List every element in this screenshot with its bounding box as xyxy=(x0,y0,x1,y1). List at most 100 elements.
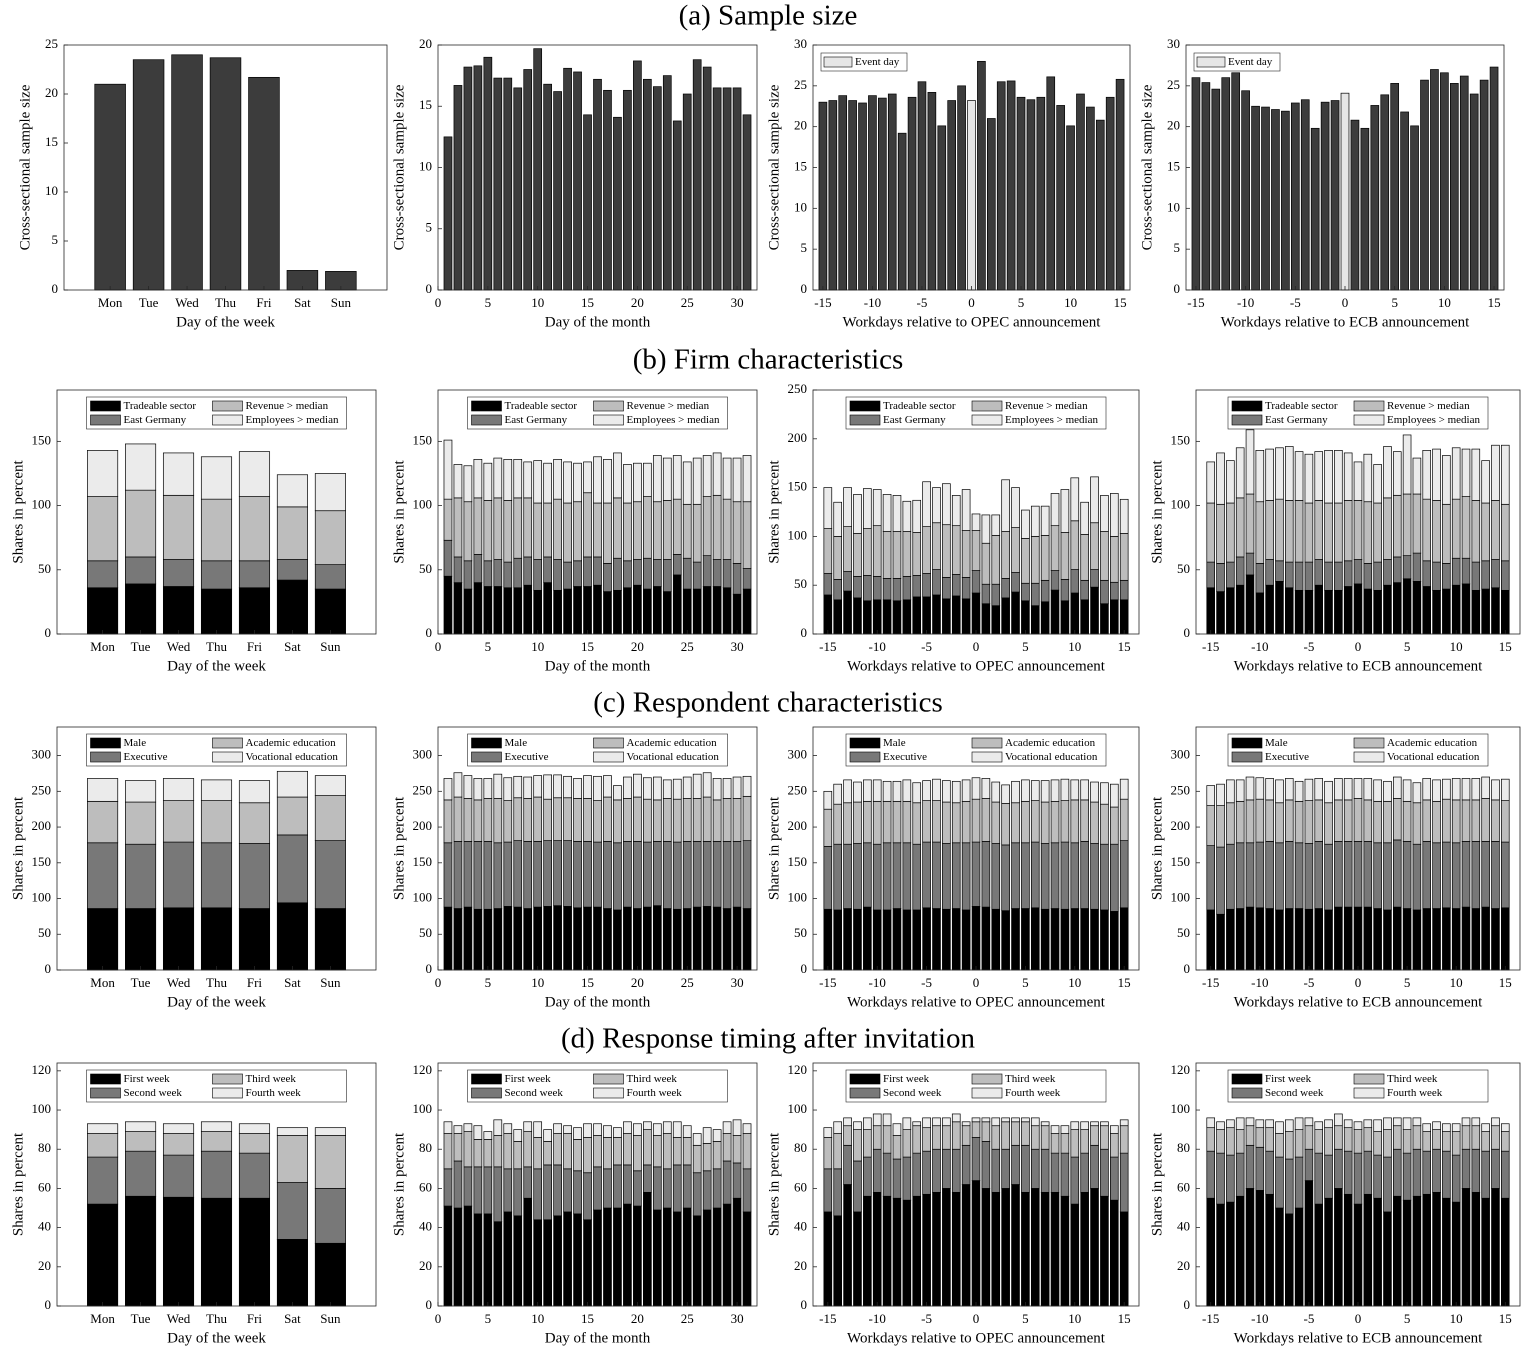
bar-segment xyxy=(603,1137,612,1170)
bar-segment xyxy=(513,1168,523,1217)
legend-label: Male xyxy=(505,737,528,749)
x-axis-title: Workdays relative to ECB announcement xyxy=(1234,1330,1484,1346)
bar-segment xyxy=(1011,591,1020,635)
bar-segment xyxy=(1373,1197,1382,1307)
bar-segment xyxy=(932,594,941,635)
bar-segment xyxy=(200,1121,233,1132)
bar-segment xyxy=(1235,584,1245,635)
bar-segment xyxy=(1383,559,1392,586)
x-tick-label: 10 xyxy=(1068,975,1081,990)
bar-segment xyxy=(623,841,632,908)
bar-segment xyxy=(1090,1121,1099,1127)
bar-segment xyxy=(951,908,961,971)
bar-segment xyxy=(1314,799,1324,842)
bar-segment xyxy=(991,535,1001,585)
x-tick-label: -15 xyxy=(1202,975,1219,990)
bar-segment xyxy=(1050,1133,1060,1154)
bar-segment xyxy=(853,1121,862,1130)
bar-segment xyxy=(503,1168,513,1213)
bar-segment xyxy=(1235,497,1245,558)
legend-swatch xyxy=(593,414,624,426)
bar-segment xyxy=(593,556,602,586)
bar-segment xyxy=(1451,1131,1461,1156)
bar-segment xyxy=(1284,587,1294,635)
bar-segment xyxy=(533,589,543,635)
bar xyxy=(1459,75,1469,291)
bar-segment xyxy=(643,777,652,800)
bar-segment xyxy=(1461,1117,1471,1127)
bar-segment xyxy=(922,481,931,527)
bar-segment xyxy=(623,587,632,635)
bar-segment xyxy=(1442,1197,1451,1307)
bar xyxy=(473,65,483,291)
y-tick-label: 250 xyxy=(788,782,808,797)
bar-segment xyxy=(672,455,682,500)
bar-segment xyxy=(1442,1123,1451,1132)
bar-segment xyxy=(1422,908,1432,971)
bar-segment xyxy=(162,494,195,560)
bar xyxy=(1221,77,1231,291)
bar-segment xyxy=(553,589,562,635)
bar xyxy=(1115,78,1125,291)
bar-segment xyxy=(1245,1144,1255,1189)
bar-segment xyxy=(843,802,852,845)
y-tick-label: 200 xyxy=(413,818,433,833)
bar-segment xyxy=(722,1160,732,1205)
bar-segment xyxy=(672,798,682,843)
bar-segment xyxy=(833,783,842,805)
bar-segment xyxy=(483,1166,493,1215)
x-tick-label: 15 xyxy=(1499,975,1512,990)
bar-segment xyxy=(200,588,233,635)
bar-segment xyxy=(732,841,742,908)
x-tick-label: -5 xyxy=(1303,1311,1314,1326)
bar-segment xyxy=(932,1117,941,1127)
bar-segment xyxy=(662,591,672,635)
bar-segment xyxy=(981,798,991,842)
bar-segment xyxy=(543,462,552,504)
bar-segment xyxy=(523,461,533,499)
bar-segment xyxy=(1275,498,1284,562)
bar-segment xyxy=(613,1127,622,1138)
bar-segment xyxy=(1050,779,1060,802)
bar-segment xyxy=(523,776,533,799)
bar-segment xyxy=(603,908,612,971)
bar-segment xyxy=(692,906,702,971)
bar-segment xyxy=(692,773,702,799)
bar-segment xyxy=(1119,840,1129,909)
legend-label: Academic education xyxy=(1005,737,1096,749)
bar-segment xyxy=(1481,1123,1490,1132)
bar-segment xyxy=(1461,496,1471,559)
legend-label: Executive xyxy=(883,751,927,763)
bar-segment xyxy=(662,1133,672,1170)
bar-segment xyxy=(1481,776,1490,799)
y-tick-label: 300 xyxy=(1171,747,1191,762)
bar-segment xyxy=(672,1164,682,1213)
y-tick-label: 80 xyxy=(1177,1140,1190,1155)
bar-segment xyxy=(1432,908,1441,971)
bar-segment xyxy=(1451,1154,1461,1203)
bar-segment xyxy=(1353,461,1363,501)
bar-segment xyxy=(1442,1150,1451,1199)
bar-segment xyxy=(503,500,513,563)
bar-segment xyxy=(1030,1125,1040,1150)
bar-segment xyxy=(932,1191,941,1307)
y-axis-title: Shares in percent xyxy=(10,796,26,900)
y-tick-label: 120 xyxy=(32,1062,52,1077)
bar-segment xyxy=(1451,584,1461,635)
legend-swatch xyxy=(849,1073,881,1085)
bar-segment xyxy=(453,1207,463,1307)
bar xyxy=(1440,72,1449,291)
bar-segment xyxy=(543,1129,552,1142)
bar-segment xyxy=(314,564,346,590)
bar xyxy=(818,101,828,291)
bar-segment xyxy=(1392,556,1402,583)
bar-segment xyxy=(1050,589,1060,635)
bar-segment xyxy=(125,556,157,585)
bar-segment xyxy=(843,1117,852,1127)
bar-segment xyxy=(1060,841,1070,910)
y-tick-label: 10 xyxy=(419,158,432,173)
bar-segment xyxy=(453,1133,463,1162)
bar xyxy=(1201,82,1211,291)
bar-segment xyxy=(533,559,543,591)
bar-segment xyxy=(1110,1125,1119,1134)
